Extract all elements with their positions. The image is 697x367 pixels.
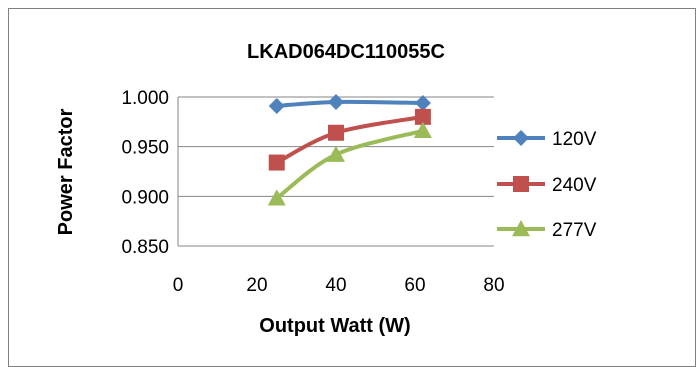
data-point-277V-0 xyxy=(267,189,286,206)
legend-marker-120V xyxy=(513,130,529,146)
data-point-277V-2 xyxy=(413,121,432,138)
legend-marker-240V xyxy=(513,176,529,192)
x-tick-label-1: 20 xyxy=(246,275,267,296)
y-axis-title: Power Factor xyxy=(55,108,77,235)
data-point-240V-1 xyxy=(328,124,344,141)
tick-labels: 0.850 0.900 0.950 1.000 0 20 40 60 80 xyxy=(121,88,504,296)
legend: 120V 240V 277V xyxy=(497,129,597,241)
legend-marker-277V xyxy=(512,220,530,237)
legend-label-120V: 120V xyxy=(552,129,597,150)
x-axis-title: Output Watt (W) xyxy=(259,315,410,337)
y-tick-label-1: 0.900 xyxy=(121,187,169,208)
x-tick-label-4: 80 xyxy=(483,275,504,296)
data-point-120V-1 xyxy=(328,93,344,110)
x-tick-label-0: 0 xyxy=(173,275,184,296)
data-point-240V-0 xyxy=(268,154,285,171)
y-tick-label-3: 1.000 xyxy=(121,88,169,109)
y-tick-label-0: 0.850 xyxy=(121,237,169,258)
data-point-120V-2 xyxy=(414,94,431,111)
data-point-277V-1 xyxy=(327,145,345,162)
legend-label-240V: 240V xyxy=(552,175,597,196)
chart-border xyxy=(8,8,696,367)
legend-label-277V: 277V xyxy=(552,220,597,241)
x-tick-label-3: 60 xyxy=(404,275,425,296)
data-point-240V-2 xyxy=(414,108,431,125)
y-tick-label-2: 0.950 xyxy=(121,138,169,159)
series-lines xyxy=(267,93,432,206)
chart-title: LKAD064DC110055C xyxy=(247,41,445,63)
data-point-120V-0 xyxy=(268,97,285,114)
x-tick-label-2: 40 xyxy=(325,275,346,296)
